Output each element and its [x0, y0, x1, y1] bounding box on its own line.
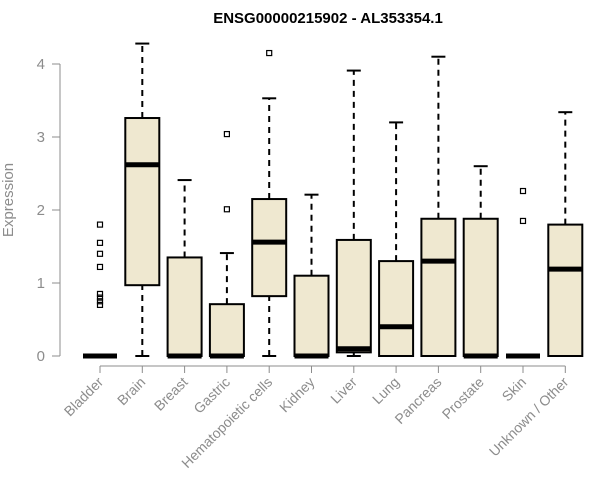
box-rect: [293, 274, 330, 358]
outlier-point: [96, 301, 104, 308]
box-rect: [547, 223, 584, 357]
y-axis-label: Expression: [0, 163, 17, 237]
outlier-point: [96, 263, 104, 271]
x-tick-label: Skin: [499, 374, 530, 405]
box-rect: [420, 217, 457, 357]
box-rect: [166, 256, 203, 358]
outlier-point: [96, 290, 104, 298]
box-9: [462, 165, 499, 359]
y-tick-label: 3: [37, 129, 45, 146]
box-3: [208, 130, 245, 359]
outlier-point: [223, 130, 230, 138]
x-tick-label: Bladder: [61, 374, 107, 420]
outlier-point: [96, 298, 104, 305]
box-7: [378, 121, 415, 358]
box-4: [251, 49, 288, 357]
box-rect: [462, 217, 499, 357]
box-rect: [378, 260, 415, 358]
box-2: [166, 179, 203, 359]
box-rect: [335, 238, 372, 354]
x-tick-label: Kidney: [276, 374, 318, 416]
outlier-point: [223, 206, 230, 213]
box-6: [335, 69, 372, 357]
outlier-point: [96, 239, 104, 246]
box-5: [293, 193, 330, 359]
box-rect: [208, 303, 245, 358]
x-tick-label: Unknown / Other: [486, 374, 572, 460]
y-tick-label: 2: [37, 202, 45, 219]
box-1: [124, 42, 161, 357]
y-tick-label: 0: [37, 348, 45, 365]
outlier-point: [519, 187, 527, 195]
outlier-point: [96, 221, 104, 228]
x-tick-label: Pancreas: [391, 374, 444, 427]
y-axis: 0 1 2 3 4: [37, 56, 61, 365]
box-11: [547, 111, 584, 357]
outlier-point: [96, 250, 104, 257]
box-10: [506, 187, 540, 359]
box-rect: [124, 117, 161, 287]
outlier-point: [266, 49, 273, 57]
outlier-point: [519, 217, 527, 225]
x-tick-label: Liver: [327, 374, 360, 407]
y-tick-label: 1: [37, 275, 45, 292]
x-tick-label: Prostate: [439, 374, 487, 422]
chart-title: ENSG00000215902 - AL353354.1: [213, 10, 443, 27]
x-tick-label: Breast: [151, 374, 191, 414]
outlier-point: [96, 294, 104, 301]
boxes-group: [83, 42, 584, 359]
box-0: [83, 221, 117, 359]
y-tick-label: 4: [37, 56, 45, 73]
x-tick-label: Brain: [114, 374, 148, 408]
box-rect: [251, 198, 288, 298]
x-tick-label: Lung: [369, 374, 402, 407]
box-8: [420, 55, 457, 357]
